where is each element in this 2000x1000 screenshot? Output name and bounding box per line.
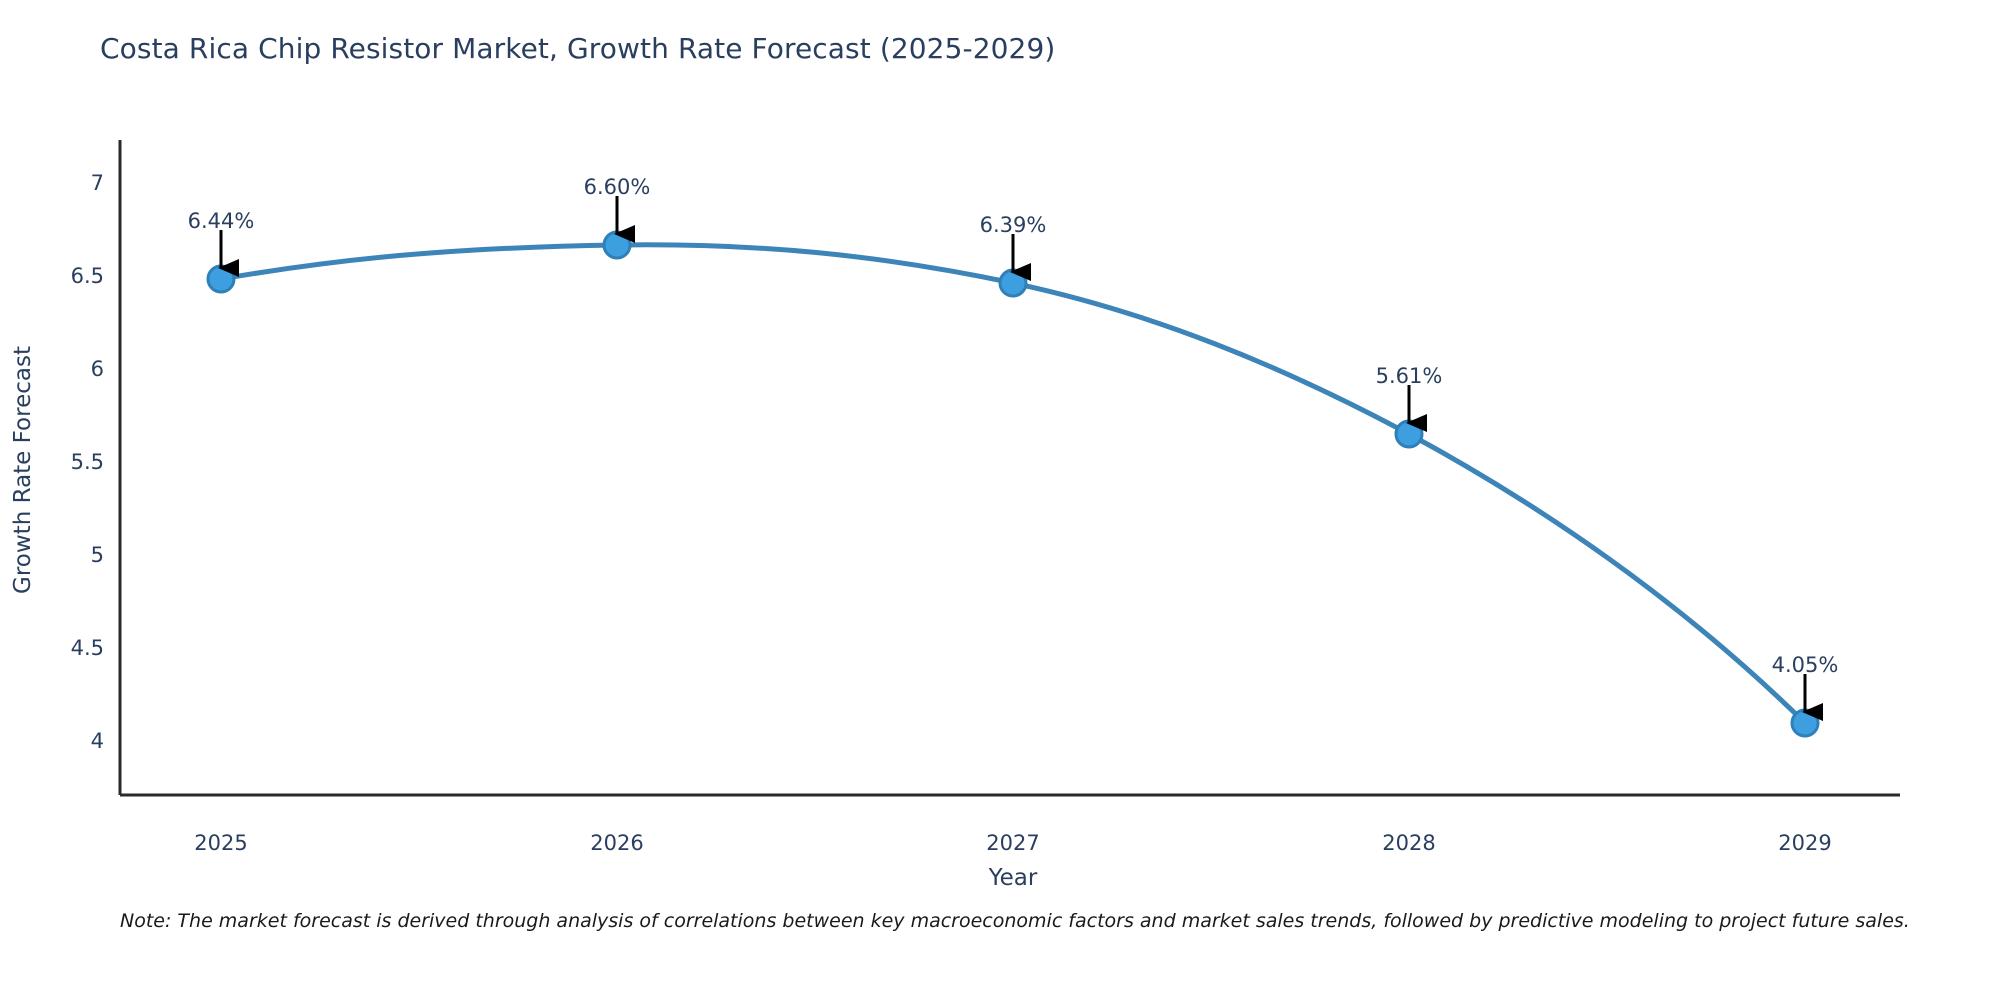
- x-tick-label: 2029: [1778, 831, 1831, 855]
- y-tick-label: 5: [91, 543, 104, 567]
- data-point-label: 5.61%: [1376, 364, 1443, 388]
- y-tick-label: 4: [91, 729, 104, 753]
- annotation-arrows: [218, 196, 1823, 721]
- data-point-label: 6.44%: [188, 209, 255, 233]
- x-tick-label: 2025: [194, 831, 247, 855]
- chart-title: Costa Rica Chip Resistor Market, Growth …: [100, 32, 1056, 65]
- data-point-marker[interactable]: [998, 268, 1028, 298]
- x-tick-label: 2027: [986, 831, 1039, 855]
- x-tick-label: 2028: [1382, 831, 1435, 855]
- y-tick-label: 4.5: [71, 636, 104, 660]
- data-point-marker[interactable]: [1790, 708, 1820, 738]
- data-point-label: 6.39%: [980, 213, 1047, 237]
- data-point-labels: 6.44% 6.60% 6.39% 5.61% 4.05%: [188, 175, 1839, 677]
- y-tick-labels: 7 6.5 6 5.5 5 4.5 4: [71, 171, 104, 753]
- data-point-marker[interactable]: [1394, 419, 1424, 449]
- y-axis-title: Growth Rate Forecast: [10, 346, 36, 594]
- y-tick-label: 6: [91, 357, 104, 381]
- data-point-marker[interactable]: [206, 264, 236, 294]
- x-axis-title: Year: [988, 865, 1038, 891]
- data-line-series: [218, 242, 1808, 726]
- y-tick-label: 5.5: [71, 450, 104, 474]
- data-point-marker[interactable]: [602, 230, 632, 260]
- x-tick-label: 2026: [590, 831, 643, 855]
- y-tick-label: 6.5: [71, 264, 104, 288]
- data-point-label: 6.60%: [584, 175, 651, 199]
- y-tick-label: 7: [91, 171, 104, 195]
- data-point-markers: [206, 230, 1820, 738]
- footnote-text: Note: The market forecast is derived thr…: [120, 910, 1910, 932]
- data-point-label: 4.05%: [1772, 653, 1839, 677]
- x-tick-labels: 2025 2026 2027 2028 2029: [194, 831, 1831, 855]
